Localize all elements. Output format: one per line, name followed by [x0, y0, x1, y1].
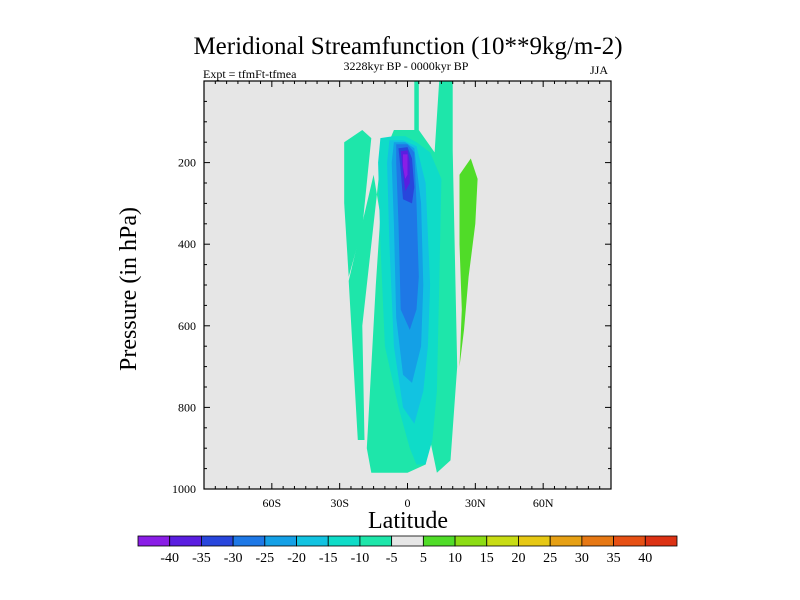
colorbar-swatch — [422, 535, 456, 547]
y-axis-label: Pressure (in hPa) — [116, 207, 142, 371]
colorbar-label: -35 — [192, 551, 211, 566]
x-axis-label: Latitude — [368, 508, 448, 534]
contour-regions — [344, 81, 478, 473]
colorbar-label: 25 — [543, 551, 557, 566]
colorbar-label: 10 — [448, 551, 462, 566]
y-tick-label: 200 — [178, 156, 196, 170]
colorbar-label: 40 — [638, 551, 652, 566]
colorbar-swatch — [518, 535, 551, 547]
x-tick-label: 60N — [533, 496, 554, 510]
colorbar-swatch — [454, 535, 488, 547]
colorbar-swatch — [391, 535, 424, 547]
x-axis-ticks: 60S 30S 0 30N 60N — [203, 81, 612, 510]
colorbar-label: -40 — [160, 551, 179, 566]
y-axis-ticks: 200 400 600 800 1000 — [172, 80, 611, 496]
colorbar-label: -30 — [224, 551, 243, 566]
experiment-label: Expt = tfmFt-tfmea — [203, 67, 297, 81]
colorbar-swatch — [549, 535, 583, 547]
colorbar-label: -25 — [255, 551, 274, 566]
contour-band-minus-5-10-left — [344, 130, 372, 277]
x-tick-label: 30N — [465, 496, 486, 510]
contour-band-below-minus-40 — [403, 154, 408, 179]
colorbar-swatch — [644, 535, 678, 547]
colorbar-swatch — [201, 535, 234, 547]
colorbar-swatch — [264, 535, 297, 547]
y-tick-label: 600 — [178, 319, 196, 333]
colorbar-swatch — [359, 535, 393, 547]
colorbar-label: -5 — [386, 551, 398, 566]
colorbar-swatch — [327, 535, 361, 547]
x-tick-label: 30S — [330, 496, 349, 510]
colorbar-label: -15 — [319, 551, 338, 566]
colorbar-label: -10 — [351, 551, 370, 566]
colorbar-label: -20 — [287, 551, 306, 566]
colorbar-label: 30 — [575, 551, 589, 566]
colorbar: -40 -35 -30 -25 -20 -15 -10 -5 5 10 15 20 25 30 35 40 — [137, 535, 678, 566]
colorbar-swatch — [169, 535, 202, 547]
colorbar-swatch — [486, 535, 519, 547]
colorbar-label: 35 — [607, 551, 621, 566]
colorbar-swatch — [581, 535, 614, 547]
time-range-label: 3228kyr BP - 0000kyr BP — [344, 59, 469, 73]
colorbar-swatch — [613, 535, 646, 547]
x-tick-label: 0 — [405, 496, 411, 510]
x-tick-label: 60S — [262, 496, 281, 510]
y-tick-label: 1000 — [172, 482, 196, 496]
colorbar-label: 5 — [420, 551, 427, 566]
colorbar-label: 20 — [511, 551, 525, 566]
colorbar-swatch — [137, 535, 171, 547]
colorbar-swatch — [296, 535, 329, 547]
chart-title: Meridional Streamfunction (10**9kg/m-2) — [193, 33, 622, 60]
colorbar-swatch — [232, 535, 266, 547]
colorbar-label: 15 — [480, 551, 494, 566]
season-label: JJA — [590, 63, 608, 77]
y-tick-label: 400 — [178, 237, 196, 251]
contour-band-plus-5-10 — [459, 158, 478, 367]
y-tick-label: 800 — [178, 400, 196, 414]
